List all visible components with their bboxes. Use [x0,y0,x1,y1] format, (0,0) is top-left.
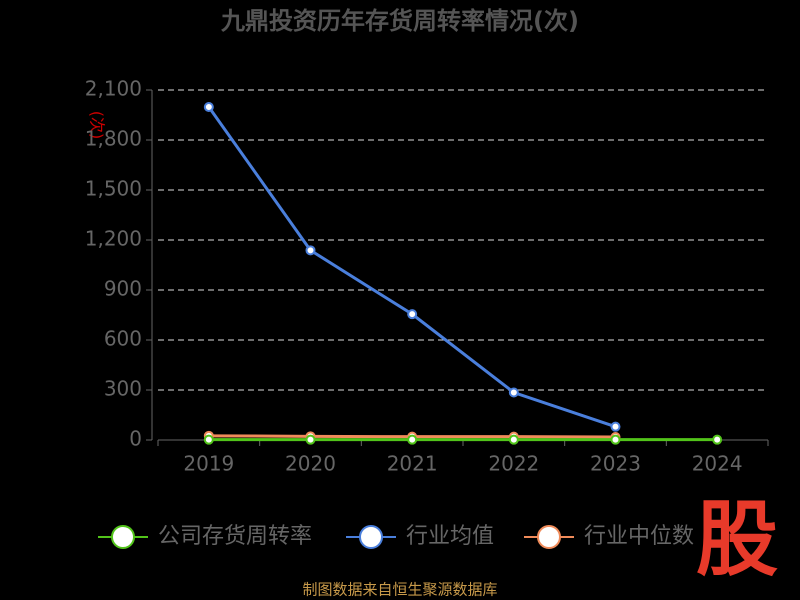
x-tick-label: 2022 [488,452,539,476]
data-point [508,434,519,445]
x-tick-label: 2020 [285,452,336,476]
x-tick-label: 2024 [692,452,743,476]
x-tick-label: 2023 [590,452,641,476]
legend-marker [537,525,561,549]
chart-title: 九鼎投资历年存货周转率情况(次) [220,7,579,35]
data-point [203,434,214,445]
watermark: 股 [696,492,778,587]
data-point [610,421,621,432]
y-tick-label: 1,200 [85,227,142,251]
y-tick-label: 600 [104,327,142,351]
legend-label: 行业中位数 [584,524,694,549]
source-note: 制图数据来自恒生聚源数据库 [302,581,497,599]
y-tick-label: 300 [104,377,142,401]
y-tick-label: 900 [104,277,142,301]
data-point [712,434,723,445]
legend-label: 公司存货周转率 [158,524,312,549]
data-point [305,245,316,256]
y-tick-label: 1,800 [85,127,142,151]
data-point [508,387,519,398]
x-tick-label: 2019 [183,452,234,476]
x-tick-label: 2021 [387,452,438,476]
y-axis-label: (次) [88,111,107,140]
data-point [203,102,214,112]
data-point [407,434,418,445]
y-tick-label: 0 [129,427,142,451]
data-point [407,309,418,320]
legend-marker [111,525,135,549]
y-tick-label: 1,500 [85,177,142,201]
y-tick-label: 2,100 [85,77,142,101]
data-point [305,434,316,445]
data-point [610,434,621,445]
legend-label: 行业均值 [406,524,494,549]
legend-marker [359,525,383,549]
